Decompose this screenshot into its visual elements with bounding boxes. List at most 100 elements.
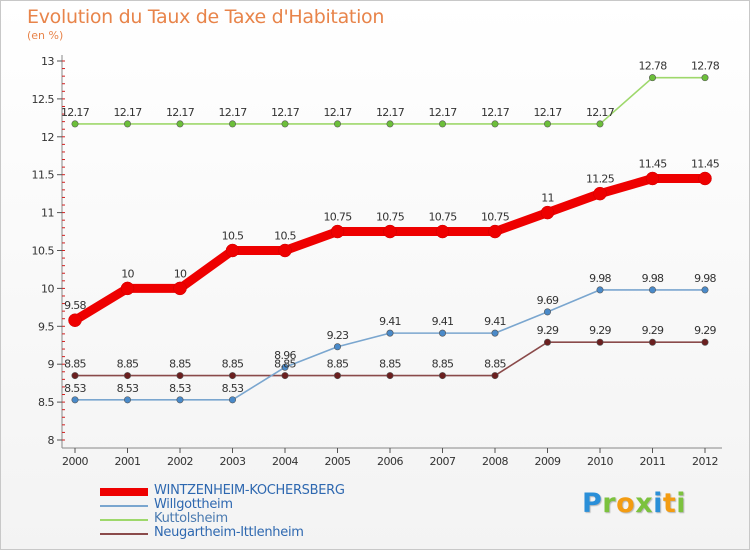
x-tick-label: 2006 <box>377 455 403 468</box>
data-point <box>701 286 709 294</box>
data-label: 9.29 <box>642 324 664 337</box>
data-label: 11 <box>541 192 554 205</box>
data-point <box>491 372 499 380</box>
legend-label: Willgottheim <box>154 497 233 512</box>
logo-letter: P <box>582 488 603 519</box>
data-label: 11.45 <box>691 157 720 170</box>
data-point <box>543 120 551 128</box>
data-point <box>596 286 604 294</box>
data-label: 12.17 <box>429 106 458 119</box>
y-tick-label: 12 <box>41 131 54 144</box>
legend-label: Kuttolsheim <box>154 511 228 526</box>
data-label: 9.98 <box>642 272 664 285</box>
data-label: 8.53 <box>64 382 86 395</box>
data-point <box>229 372 237 380</box>
data-label: 12.17 <box>586 106 615 119</box>
data-point <box>71 120 79 128</box>
x-tick-label: 2007 <box>430 455 456 468</box>
data-point <box>386 120 394 128</box>
data-point <box>593 186 607 201</box>
data-label: 8.85 <box>64 358 86 371</box>
data-point <box>333 120 341 128</box>
data-label: 12.17 <box>219 106 248 119</box>
data-label: 12.17 <box>61 106 90 119</box>
chart-title: Evolution du Taux de Taxe d'Habitation <box>27 6 385 28</box>
data-point <box>68 313 82 327</box>
y-tick-label: 10 <box>41 282 54 295</box>
data-label: 10.5 <box>274 230 296 243</box>
data-point <box>488 224 502 239</box>
data-label: 8.96 <box>274 349 296 362</box>
data-point <box>120 281 135 296</box>
data-point <box>438 120 446 128</box>
data-label: 8.85 <box>484 358 506 371</box>
data-label: 9.41 <box>379 315 401 328</box>
data-point <box>71 372 79 380</box>
data-point <box>435 224 450 239</box>
y-tick-label: 8.5 <box>38 396 54 409</box>
data-point <box>386 372 394 380</box>
data-label: 12.17 <box>271 106 300 119</box>
data-point <box>176 396 184 404</box>
data-label: 9.69 <box>537 294 559 307</box>
data-label: 8.85 <box>432 358 454 371</box>
legend-swatch <box>100 533 148 535</box>
legend-swatch <box>100 519 148 521</box>
y-tick-label: 11.5 <box>32 169 55 182</box>
data-point <box>386 329 394 337</box>
x-tick-label: 2008 <box>482 455 508 468</box>
data-label: 12.78 <box>639 60 668 73</box>
y-tick-label: 8 <box>48 434 55 447</box>
data-label: 10.5 <box>222 230 244 243</box>
data-point <box>124 120 132 128</box>
data-point <box>491 120 499 128</box>
proxiti-logo: Proxiti <box>582 488 686 519</box>
data-point <box>124 372 132 380</box>
data-point <box>330 224 345 239</box>
y-tick-label: 10.5 <box>32 245 55 258</box>
data-point <box>701 74 709 82</box>
data-point <box>281 363 289 371</box>
legend-label: WINTZENHEIM-KOCHERSBERG <box>154 483 345 498</box>
data-point <box>281 120 289 128</box>
x-tick-label: 2012 <box>692 455 718 468</box>
data-label: 8.53 <box>222 382 244 395</box>
x-tick-label: 2005 <box>325 455 351 468</box>
y-tick-label: 9.5 <box>38 320 54 333</box>
data-point <box>124 396 132 404</box>
data-point <box>701 338 709 346</box>
data-label: 12.17 <box>534 106 563 119</box>
x-tick-label: 2002 <box>167 455 193 468</box>
data-label: 9.23 <box>327 329 349 342</box>
y-tick-label: 9 <box>48 358 55 371</box>
data-label: 10 <box>121 267 134 280</box>
data-point <box>543 338 551 346</box>
legend-swatch <box>100 505 148 507</box>
data-point <box>71 396 79 404</box>
data-label: 12.17 <box>481 106 510 119</box>
data-label: 12.78 <box>691 60 720 73</box>
data-label: 9.29 <box>694 324 716 337</box>
series-line <box>72 173 705 325</box>
data-point <box>596 338 604 346</box>
logo-letter: t <box>662 488 677 519</box>
y-tick-label: 13 <box>41 55 54 68</box>
data-label: 12.17 <box>324 106 353 119</box>
logo-letter: x <box>635 488 654 519</box>
y-tick-label: 12.5 <box>32 93 55 106</box>
data-label: 8.53 <box>117 382 139 395</box>
data-label: 8.85 <box>379 358 401 371</box>
x-tick-label: 2010 <box>587 455 613 468</box>
data-point <box>383 224 397 239</box>
logo-letter: i <box>653 488 663 519</box>
logo-letter: r <box>602 488 617 519</box>
data-label: 8.85 <box>274 358 296 371</box>
data-point <box>438 372 446 380</box>
x-tick-label: 2004 <box>272 455 298 468</box>
data-label: 11.45 <box>639 157 668 170</box>
data-label: 12.17 <box>166 106 195 119</box>
data-point <box>648 74 656 82</box>
data-label: 10.75 <box>429 211 458 224</box>
data-point <box>281 372 289 380</box>
